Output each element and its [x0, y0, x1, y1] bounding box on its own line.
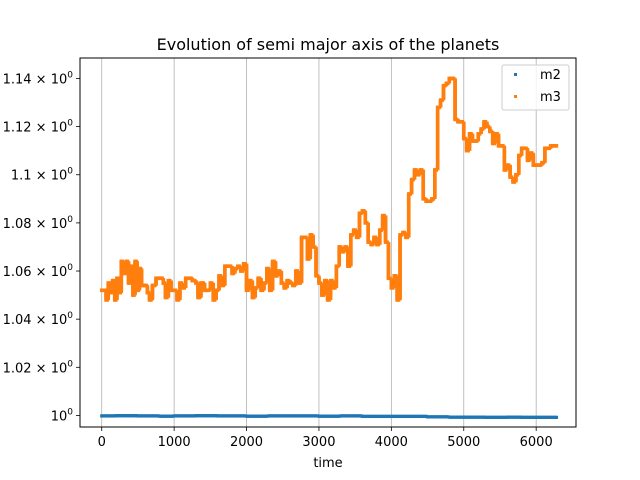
x-axis-ticks: 0 1000 2000 3000 4000 5000 6000	[98, 427, 553, 450]
data-point-m3	[554, 144, 559, 148]
legend-label-m2: m2	[540, 68, 561, 83]
legend-box	[501, 64, 570, 111]
series-m3	[99, 76, 559, 302]
x-tick-label: 1000	[158, 435, 191, 450]
y-tick-label: 1.08 × 100	[3, 215, 74, 232]
chart-title: Evolution of semi major axis of the plan…	[157, 35, 500, 54]
y-tick-label: 1.06 × 100	[3, 263, 74, 280]
x-tick-label: 3000	[302, 435, 335, 450]
x-axis-label: time	[313, 456, 342, 471]
plot-frame	[79, 57, 577, 428]
plot-area	[79, 57, 577, 428]
legend-label-m3: m3	[540, 90, 561, 105]
x-tick-label: 5000	[447, 435, 480, 450]
y-axis-ticks: 100 1.02 × 100 1.04 × 100 1.06 × 100 1.08 × …	[3, 70, 80, 424]
x-tick-label: 4000	[375, 435, 408, 450]
series-m2	[100, 414, 559, 419]
y-tick-label: 1.1 × 100	[11, 167, 73, 184]
legend-marker-m3	[514, 95, 517, 98]
y-tick-label: 100	[51, 407, 74, 424]
x-tick-label: 2000	[230, 435, 263, 450]
y-tick-label: 1.12 × 100	[3, 119, 74, 136]
x-tick-label: 6000	[520, 435, 553, 450]
y-tick-label: 1.14 × 100	[3, 70, 74, 87]
legend-marker-m2	[514, 73, 517, 76]
legend: m2 m3	[501, 64, 570, 111]
data-point-m2	[554, 415, 559, 419]
y-tick-label: 1.04 × 100	[3, 311, 74, 328]
x-tick-label: 0	[98, 435, 106, 450]
y-tick-label: 1.02 × 100	[3, 359, 74, 376]
grid-lines	[101, 58, 537, 427]
